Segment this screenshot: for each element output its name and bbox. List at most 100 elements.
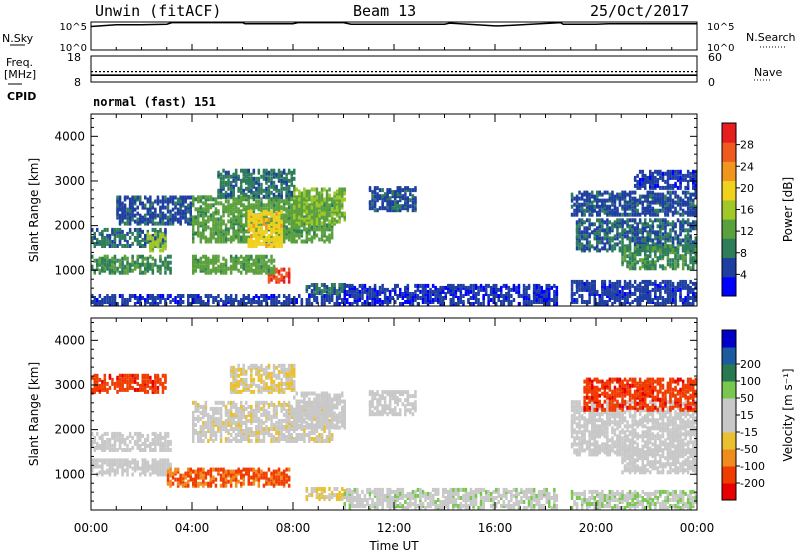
velocity-cell [108, 448, 112, 452]
power-cell [679, 287, 682, 292]
power-cell [169, 217, 172, 222]
power-cell [601, 292, 604, 296]
power-cell [692, 173, 695, 178]
power-cell [139, 227, 142, 232]
power-cell [123, 270, 127, 275]
power-cell [199, 264, 203, 269]
power-cell [621, 256, 624, 261]
power-cell [287, 221, 291, 226]
power-cell [111, 239, 114, 244]
power-cell [644, 206, 647, 211]
power-cell [661, 185, 665, 190]
power-cell [272, 207, 276, 212]
power-cell [671, 210, 675, 215]
power-cell [666, 292, 670, 296]
velocity-cell [212, 479, 215, 484]
power-cell [646, 204, 649, 209]
power-cell [126, 244, 129, 248]
power-cell [308, 294, 311, 298]
power-cell [467, 298, 470, 302]
power-cell [404, 300, 407, 304]
power-cell [388, 289, 392, 294]
power-cell [545, 298, 548, 302]
power-cell [502, 298, 506, 302]
power-cell [419, 289, 422, 294]
power-cell [686, 232, 690, 237]
power-cell [601, 218, 604, 223]
power-cell [282, 237, 286, 242]
power-cell [623, 254, 627, 259]
power-cell [222, 268, 225, 273]
power-cell [626, 254, 629, 259]
power-cell [303, 217, 306, 222]
power-cell [308, 189, 311, 194]
power-cell [578, 218, 581, 223]
power-cell [426, 294, 430, 298]
power-cell [646, 190, 649, 195]
power-cell [641, 246, 644, 251]
power-cell [318, 203, 321, 208]
velocity-cell [141, 441, 144, 446]
power-cell [664, 210, 667, 215]
power-cell [469, 296, 473, 300]
power-cell [601, 208, 604, 213]
power-cell [669, 232, 672, 237]
power-cell [126, 195, 129, 200]
power-cell [553, 294, 556, 298]
power-cell [118, 213, 122, 218]
power-cell [646, 283, 649, 288]
power-cell [128, 209, 132, 214]
velocity-cell [194, 483, 197, 488]
power-cell [472, 283, 475, 288]
power-cell [169, 300, 172, 304]
power-cell [280, 244, 283, 248]
velocity-cell [111, 431, 114, 436]
power-cell [93, 235, 96, 240]
velocity-cell [204, 475, 208, 480]
power-cell [227, 170, 230, 175]
velocity-cell [187, 479, 190, 484]
power-cell [325, 294, 329, 298]
power-cell [176, 294, 180, 298]
power-cell [641, 222, 644, 227]
power-cell [338, 215, 341, 220]
velocity-cell [106, 462, 109, 467]
velocity-cell [96, 431, 99, 436]
power-cell [638, 252, 642, 257]
power-cell [692, 220, 695, 225]
power-cell [641, 169, 644, 174]
velocity-cell [209, 477, 213, 482]
power-cell [651, 260, 655, 265]
velocity-cell [164, 472, 167, 477]
velocity-cell [219, 467, 223, 472]
power-cell [265, 209, 268, 214]
power-cell [537, 300, 541, 304]
power-cell [272, 184, 276, 189]
power-cell [282, 267, 286, 272]
power-cell [151, 227, 155, 232]
power-cell [681, 190, 685, 195]
power-cell [277, 192, 281, 197]
power-cell [659, 202, 662, 207]
power-cell [128, 201, 132, 206]
power-cell [638, 236, 642, 241]
velocity-cell [96, 462, 99, 467]
power-cell [257, 270, 261, 275]
power-cell [674, 236, 677, 241]
power-cell [679, 220, 682, 225]
power-cell [192, 254, 195, 259]
power-cell [694, 298, 697, 302]
power-cell [593, 279, 596, 284]
power-cell [679, 238, 682, 243]
power-cell [108, 244, 112, 248]
power-cell [636, 296, 639, 300]
power-cell [601, 224, 604, 229]
power-cell [681, 266, 685, 271]
power-cell [396, 283, 399, 288]
power-cell [681, 244, 685, 249]
power-cell [328, 197, 331, 202]
power-cell [159, 294, 162, 298]
power-cell [285, 213, 288, 218]
power-cell [431, 292, 435, 296]
power-cell [133, 294, 137, 298]
